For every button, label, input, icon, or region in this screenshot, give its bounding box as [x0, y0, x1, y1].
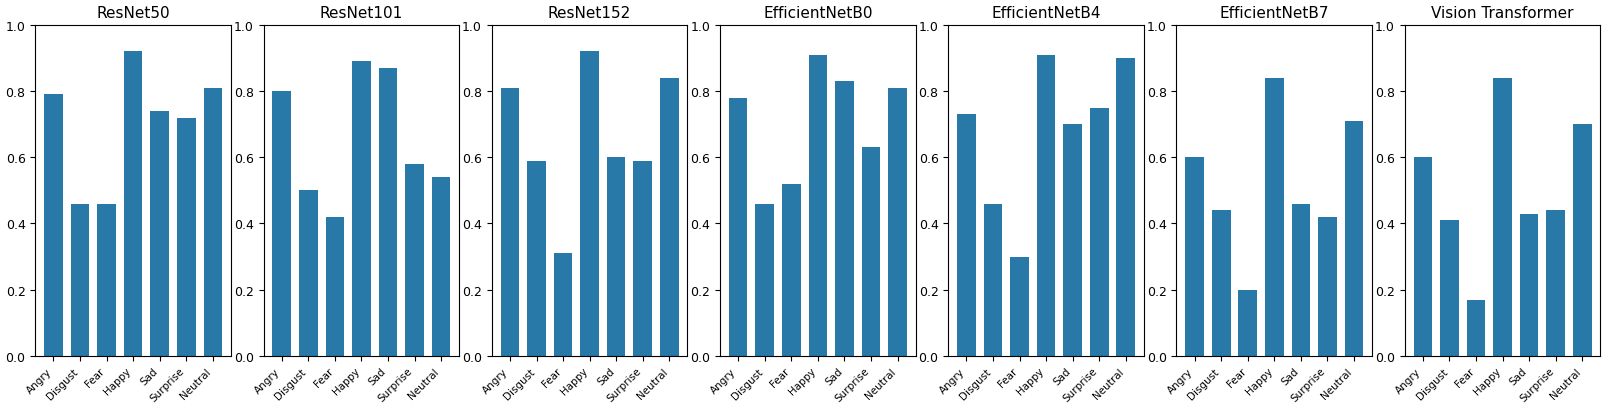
Bar [984, 204, 1002, 356]
Bar [888, 89, 907, 356]
Bar [807, 56, 827, 356]
Bar [1318, 217, 1335, 356]
Title: ResNet50: ResNet50 [96, 6, 170, 20]
Bar [957, 115, 976, 356]
Title: EfficientNetB0: EfficientNetB0 [762, 6, 872, 20]
Bar [299, 191, 318, 356]
Bar [835, 82, 854, 356]
Bar [1290, 204, 1310, 356]
Title: ResNet152: ResNet152 [547, 6, 631, 20]
Bar [98, 204, 116, 356]
Title: EfficientNetB4: EfficientNetB4 [990, 6, 1099, 20]
Bar [326, 217, 343, 356]
Bar [632, 161, 652, 356]
Bar [432, 178, 449, 356]
Bar [1184, 158, 1204, 356]
Bar [607, 158, 624, 356]
Bar [1010, 257, 1029, 356]
Bar [526, 161, 546, 356]
Bar [379, 69, 396, 356]
Bar [862, 148, 880, 356]
Bar [45, 95, 63, 356]
Bar [204, 89, 221, 356]
Bar [554, 254, 571, 356]
Bar [501, 89, 518, 356]
Bar [177, 118, 196, 356]
Bar [579, 52, 599, 356]
Bar [1212, 211, 1229, 356]
Title: EfficientNetB7: EfficientNetB7 [1218, 6, 1329, 20]
Title: ResNet101: ResNet101 [319, 6, 403, 20]
Bar [1518, 214, 1538, 356]
Bar [1037, 56, 1054, 356]
Bar [1493, 79, 1510, 356]
Bar [404, 164, 424, 356]
Bar [273, 92, 291, 356]
Bar [1571, 125, 1591, 356]
Bar [1465, 300, 1485, 356]
Bar [660, 79, 679, 356]
Bar [1237, 290, 1257, 356]
Bar [151, 112, 169, 356]
Bar [1063, 125, 1082, 356]
Bar [71, 204, 90, 356]
Bar [782, 184, 801, 356]
Bar [351, 62, 371, 356]
Bar [754, 204, 774, 356]
Bar [1265, 79, 1282, 356]
Title: Vision Transformer: Vision Transformer [1430, 6, 1573, 20]
Bar [1440, 220, 1457, 356]
Bar [1090, 108, 1107, 356]
Bar [124, 52, 143, 356]
Bar [1343, 121, 1363, 356]
Bar [1115, 59, 1135, 356]
Bar [729, 99, 746, 356]
Bar [1412, 158, 1432, 356]
Bar [1546, 211, 1563, 356]
